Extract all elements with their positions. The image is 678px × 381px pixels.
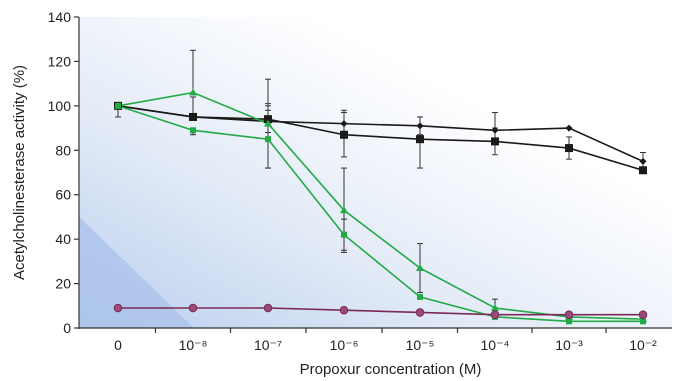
y-tick-label: 0 xyxy=(63,320,71,336)
y-tick-label: 20 xyxy=(55,276,71,292)
data-point xyxy=(491,304,499,312)
y-tick-label: 100 xyxy=(48,98,72,114)
data-point xyxy=(417,293,423,300)
data-point xyxy=(340,120,348,128)
data-point xyxy=(189,112,197,121)
data-point xyxy=(416,122,424,130)
y-tick-label: 80 xyxy=(55,142,71,158)
data-point xyxy=(341,231,347,238)
data-point xyxy=(265,136,271,143)
data-point xyxy=(639,157,647,165)
data-point xyxy=(566,318,572,325)
data-point xyxy=(264,119,272,127)
data-point xyxy=(490,310,500,319)
data-point xyxy=(340,206,348,214)
series-lines xyxy=(117,91,644,323)
x-tick-label: 0 xyxy=(114,337,122,353)
plot-background xyxy=(79,17,672,328)
data-point xyxy=(491,126,499,134)
data-point xyxy=(491,137,499,146)
axes: 0 20 40 60 80 100 120 140 0 10⁻⁸ 10⁻⁷ 10⁻⁶ 10⁻⁵ 10⁻⁴ 1… xyxy=(48,9,672,353)
y-axis-label: Acetylcholinesterase activity (%) xyxy=(11,65,28,280)
data-point xyxy=(264,115,272,124)
x-tick-label: 10⁻⁸ xyxy=(179,337,208,353)
x-tick-label: 10⁻⁶ xyxy=(330,337,359,353)
series-line xyxy=(117,105,643,323)
data-point xyxy=(639,166,647,175)
y-tick-label: 140 xyxy=(48,9,72,25)
data-point xyxy=(263,303,273,313)
data-point xyxy=(564,310,574,319)
data-point xyxy=(339,305,349,315)
x-tick-label: 10⁻³ xyxy=(555,337,583,353)
data-point xyxy=(565,124,573,132)
data-point xyxy=(189,88,197,96)
series-line xyxy=(118,307,643,316)
y-tick-label: 60 xyxy=(55,187,71,203)
data-point xyxy=(415,308,425,317)
plot-corner-shade xyxy=(79,216,194,328)
series-line xyxy=(117,105,644,172)
y-tick-label: 120 xyxy=(48,53,72,69)
data-point xyxy=(638,310,648,319)
data-point xyxy=(188,303,198,313)
x-tick-label: 10⁻⁵ xyxy=(406,337,435,353)
data-point xyxy=(115,102,121,109)
x-tick-label: 10⁻⁴ xyxy=(481,337,510,353)
data-point xyxy=(416,135,424,144)
data-point xyxy=(565,144,573,153)
data-point xyxy=(190,127,196,134)
data-markers xyxy=(113,88,648,325)
data-point xyxy=(416,264,424,272)
data-point xyxy=(113,303,123,313)
plot-area xyxy=(79,17,672,328)
x-tick-label: 10⁻² xyxy=(629,337,657,353)
y-tick-label: 40 xyxy=(55,231,71,247)
x-tick-label: 10⁻⁷ xyxy=(254,337,282,353)
x-axis-label: Propoxur concentration (M) xyxy=(300,361,482,378)
data-point xyxy=(640,318,646,325)
data-point xyxy=(340,130,348,139)
